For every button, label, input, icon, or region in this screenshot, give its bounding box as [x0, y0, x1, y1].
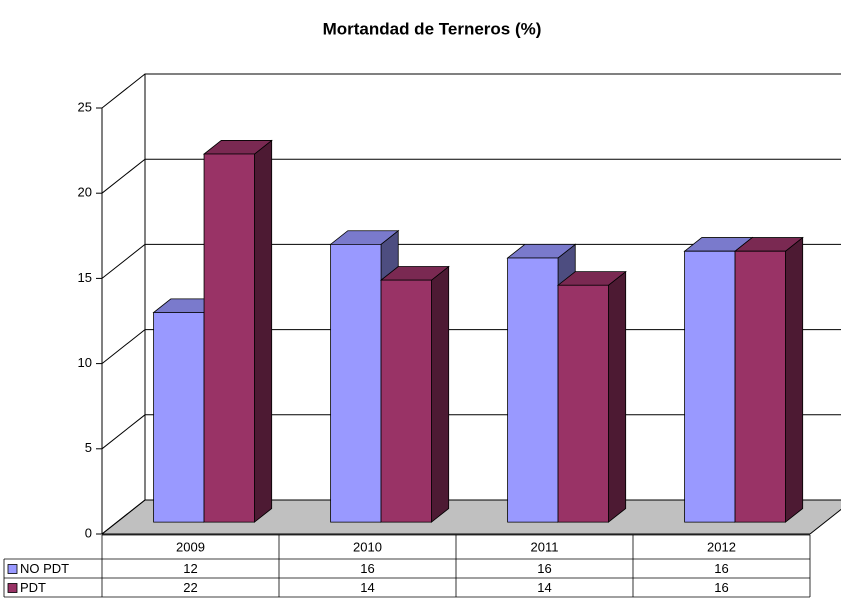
- table-value: 22: [183, 580, 197, 595]
- y-tick-label: 15: [78, 270, 92, 285]
- x-tick-label: 2009: [176, 539, 205, 554]
- bar-front: [203, 153, 255, 523]
- bar-side: [785, 236, 804, 523]
- table-value: 14: [537, 580, 551, 595]
- bar-front: [507, 257, 559, 523]
- x-tick-label: 2011: [531, 539, 559, 554]
- y-tick-label: 20: [78, 185, 92, 200]
- grid-line: [101, 158, 841, 194]
- table-value: 12: [183, 561, 197, 576]
- bar-front: [734, 250, 786, 523]
- bar-front: [153, 312, 205, 523]
- legend-label: PDT: [20, 580, 46, 595]
- bar: [202, 139, 273, 523]
- bar-front: [330, 243, 382, 523]
- bar-front: [380, 279, 432, 523]
- bar: [556, 270, 627, 523]
- bar-side: [431, 265, 450, 523]
- table-value: 16: [537, 561, 551, 576]
- chart-title: Mortandad de Terneros (%): [323, 19, 542, 38]
- y-tick-label: 0: [85, 525, 92, 540]
- bar: [379, 265, 450, 523]
- bar: [733, 236, 804, 523]
- y-tick-label: 25: [78, 99, 92, 114]
- grid-line: [101, 243, 841, 279]
- bar-side: [254, 139, 273, 523]
- bar-side: [608, 270, 627, 523]
- x-tick-label: 2012: [707, 539, 736, 554]
- table-value: 16: [360, 561, 374, 576]
- legend-label: NO PDT: [20, 561, 69, 576]
- table-value: 14: [360, 580, 374, 595]
- y-tick-label: 5: [85, 440, 92, 455]
- bar-front: [557, 284, 609, 523]
- y-tick-label: 10: [78, 355, 92, 370]
- legend-swatch: [7, 564, 18, 574]
- table-value: 16: [714, 580, 728, 595]
- x-tick-label: 2010: [353, 539, 382, 554]
- grid-line: [101, 73, 841, 109]
- table-value: 16: [714, 561, 728, 576]
- legend-swatch: [7, 583, 18, 593]
- bar-front: [684, 250, 736, 523]
